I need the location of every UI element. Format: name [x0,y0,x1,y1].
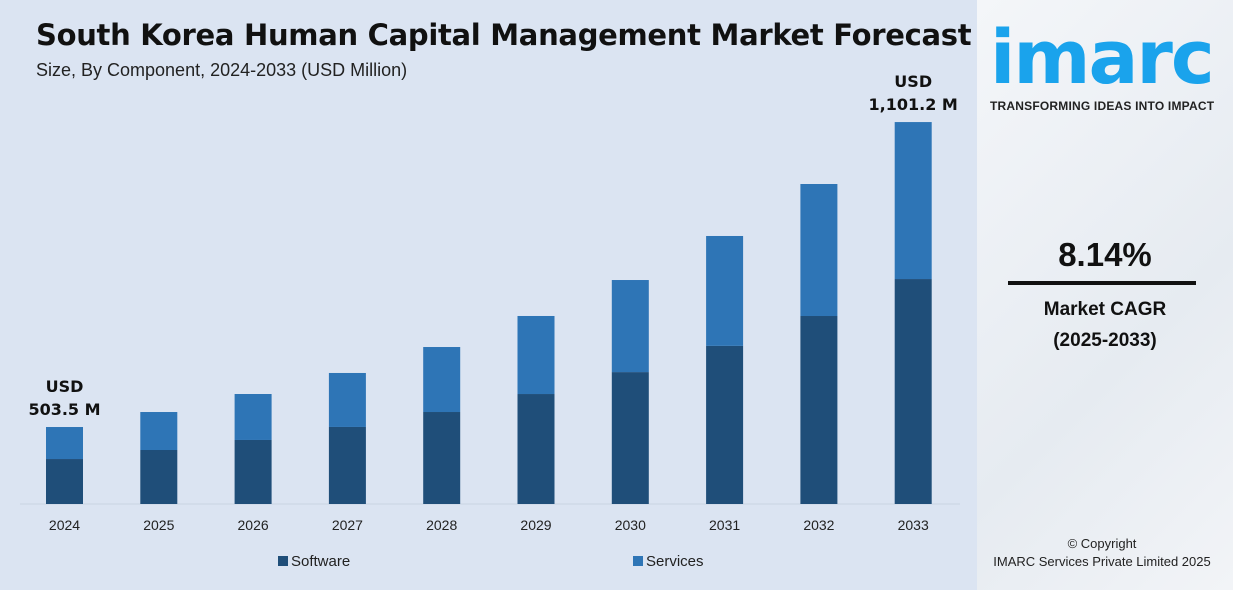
bar-services-2025 [140,412,178,451]
bar-software-2025 [140,450,178,504]
legend-label-software: Software [291,553,350,570]
cagr-value: 8.14% [1058,236,1152,273]
total-label: 503.5 M [28,400,100,419]
brand-tagline: TRANSFORMING IDEAS INTO IMPACT [990,99,1215,113]
bar-software-2027 [328,426,366,504]
x-tick-label: 2027 [332,517,363,533]
total-label: USD [894,72,932,91]
cagr-label: Market CAGR [1043,299,1167,320]
x-tick-label: 2028 [426,517,457,533]
bar-services-2028 [423,347,461,413]
bar-services-2031 [706,235,744,346]
bar-services-2024 [46,427,83,460]
total-label: USD [46,377,84,396]
bar-software-2024 [46,459,83,504]
bar-services-2033 [894,122,932,280]
bar-software-2032 [800,316,838,504]
bar-services-2026 [234,394,272,440]
cagr-period: (2025-2033) [1053,330,1157,351]
x-tick-label: 2029 [520,517,551,533]
chart-title: South Korea Human Capital Management Mar… [36,18,972,52]
x-tick-label: 2025 [143,517,174,533]
bar-software-2028 [423,412,461,504]
bar-software-2031 [706,345,744,504]
legend-swatch-services [633,556,643,566]
bar-software-2033 [894,279,932,504]
bar-services-2030 [611,280,649,373]
bar-services-2027 [328,372,366,427]
bar-software-2029 [517,394,555,504]
bar-services-2029 [517,315,555,395]
bar-chart: 2024 USD 503.5 M 2025 2026 2027 2028 2029 2030 20… [20,72,960,570]
bar-software-2030 [611,372,649,504]
total-label: 1,101.2 M [869,95,958,114]
legend-label-services: Services [646,553,704,570]
legend-swatch-software [278,556,288,566]
chart-subtitle: Size, By Component, 2024-2033 (USD Milli… [36,60,408,80]
bar-software-2026 [234,439,272,504]
imarc-logo: imarc [990,15,1215,101]
copyright: © Copyright [1067,536,1137,551]
x-tick-label: 2031 [709,517,740,533]
x-tick-label: 2030 [615,517,646,533]
x-tick-label: 2026 [238,517,269,533]
cagr-divider [1008,281,1196,285]
x-tick-label: 2024 [49,517,80,533]
bar-services-2032 [800,184,838,317]
company-name: IMARC Services Private Limited 2025 [993,554,1211,569]
x-tick-label: 2032 [803,517,834,533]
x-tick-label: 2033 [898,517,929,533]
info-panel [977,0,1233,590]
